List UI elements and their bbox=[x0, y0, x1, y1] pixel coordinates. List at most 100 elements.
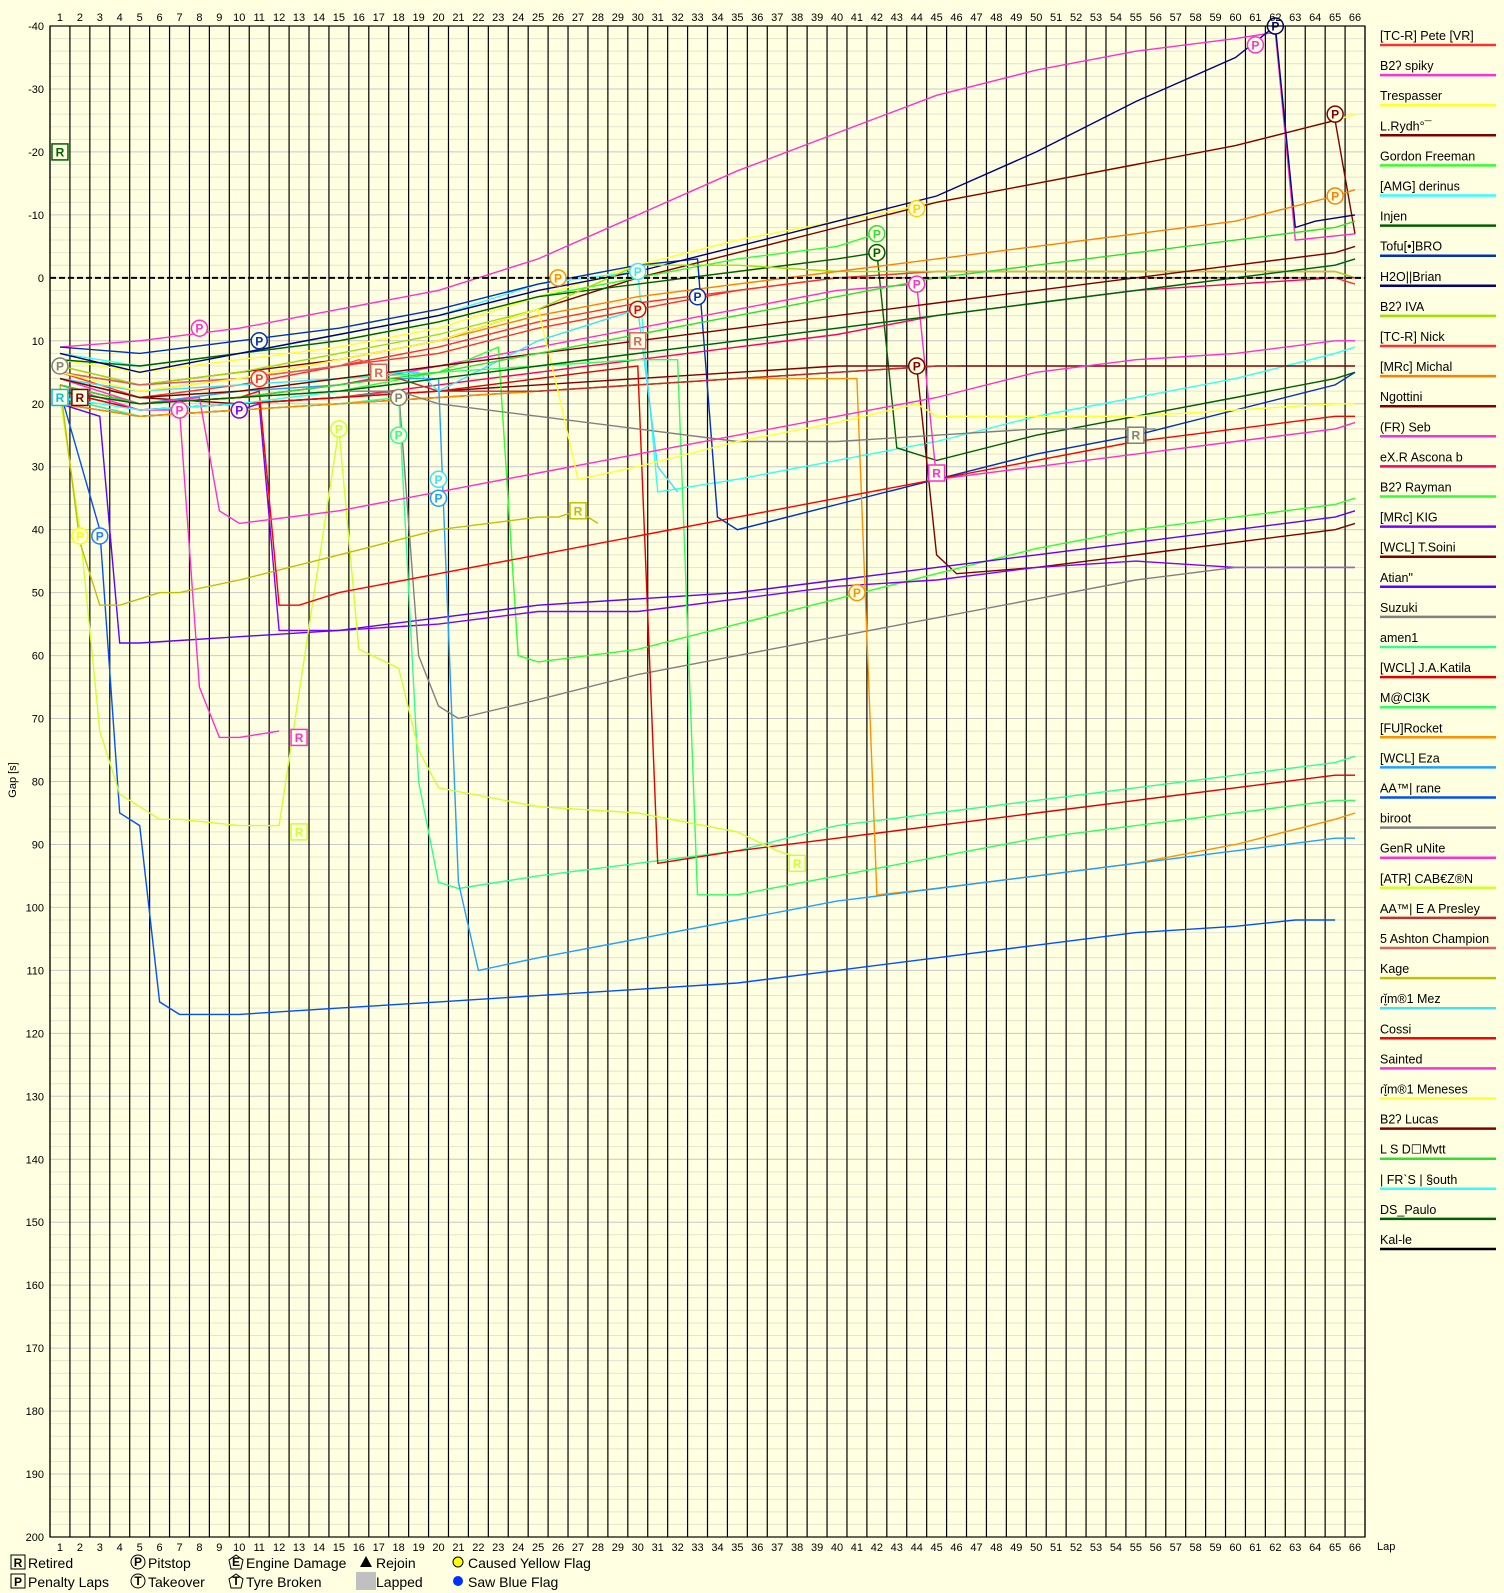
y-tick-label: -20 bbox=[28, 147, 44, 159]
x-tick-label-top: 50 bbox=[1030, 12, 1042, 24]
marker-circle bbox=[907, 275, 926, 293]
series-line-34 bbox=[59, 340, 1355, 525]
footer-icon-pentagon bbox=[228, 1554, 244, 1570]
x-axis-label: Lap bbox=[1377, 1541, 1395, 1553]
event-marker: R bbox=[370, 363, 388, 382]
series-line-9 bbox=[59, 264, 1356, 386]
event-marker: P bbox=[51, 357, 69, 375]
x-tick-label-bottom: 49 bbox=[1010, 1542, 1022, 1554]
marker-label: R bbox=[76, 391, 85, 405]
x-tick-label-bottom: 16 bbox=[353, 1542, 365, 1554]
x-tick-label-bottom: 37 bbox=[771, 1542, 783, 1554]
x-tick-label-bottom: 4 bbox=[117, 1542, 123, 1554]
x-tick-label-top: 26 bbox=[552, 12, 564, 24]
legend-entry-label: Ngottini bbox=[1380, 390, 1422, 404]
marker-circle bbox=[429, 470, 448, 489]
legend-entry-label: Injen bbox=[1380, 210, 1407, 224]
marker-circle bbox=[51, 357, 69, 375]
x-tick-label-top: 32 bbox=[671, 12, 683, 24]
x-tick-label-bottom: 53 bbox=[1090, 1542, 1102, 1554]
marker-circle bbox=[250, 369, 268, 388]
x-tick-label-bottom: 30 bbox=[632, 1542, 644, 1554]
footer-icon-letter: E bbox=[232, 1555, 240, 1569]
x-tick-label-top: 38 bbox=[791, 12, 803, 24]
marker-square bbox=[1127, 426, 1145, 444]
legend-entry-label: 5 Ashton Champion bbox=[1380, 932, 1489, 946]
legend-entry-label: H2O||Brian bbox=[1380, 270, 1441, 284]
x-tick-label-bottom: 48 bbox=[990, 1542, 1002, 1554]
marker-circle bbox=[230, 401, 249, 419]
legend-entry-label: Suzuki bbox=[1380, 601, 1418, 615]
y-tick-label: 170 bbox=[26, 1343, 44, 1355]
x-tick-label-top: 65 bbox=[1329, 12, 1341, 24]
x-tick-label-top: 11 bbox=[253, 12, 264, 24]
legend-entry-label: Kage bbox=[1380, 962, 1409, 976]
footer-legend-label: Saw Blue Flag bbox=[468, 1574, 558, 1590]
marker-label: P bbox=[56, 359, 64, 373]
legend-entry-label: amen1 bbox=[1380, 631, 1418, 645]
event-marker: R bbox=[629, 332, 647, 350]
marker-label: P bbox=[175, 404, 183, 418]
x-tick-label-top: 45 bbox=[931, 12, 943, 24]
legend-entry-label: B2ʔ spiky bbox=[1380, 59, 1434, 73]
footer-legend-item: Lapped bbox=[356, 1572, 423, 1590]
x-tick-label-bottom: 29 bbox=[612, 1542, 624, 1554]
x-tick-label-bottom: 56 bbox=[1150, 1542, 1162, 1554]
x-tick-label-bottom: 35 bbox=[731, 1542, 743, 1554]
legend-entry-label: AA™| E A Presley bbox=[1380, 902, 1481, 916]
legend-entry-label: Kal-le bbox=[1380, 1233, 1412, 1247]
y-tick-label: 140 bbox=[26, 1154, 44, 1166]
legend-entry-label: B2ʔ IVA bbox=[1380, 300, 1425, 314]
x-tick-label-bottom: 5 bbox=[137, 1542, 143, 1554]
y-tick-label: 30 bbox=[32, 462, 44, 474]
footer-icon-letter: P bbox=[14, 1575, 22, 1589]
footer-icon-triangle bbox=[360, 1556, 372, 1567]
legend-entry-label: Cossi bbox=[1380, 1022, 1411, 1036]
marker-label: P bbox=[694, 290, 702, 304]
x-tick-label-top: 43 bbox=[891, 12, 903, 24]
marker-circle bbox=[629, 300, 647, 319]
footer-legend-item: T Tyre Broken bbox=[228, 1573, 321, 1590]
marker-label: P bbox=[853, 586, 861, 600]
x-tick-label-top: 7 bbox=[176, 12, 182, 24]
series-line-25 bbox=[59, 391, 1336, 1016]
legend-entry-label: [TC-R] Nick bbox=[1380, 330, 1445, 344]
legend-entry-label: DS_Paulo bbox=[1380, 1203, 1436, 1217]
x-tick-label-top: 31 bbox=[652, 12, 664, 24]
event-marker: R bbox=[927, 464, 946, 482]
marker-label: R bbox=[295, 731, 304, 745]
legend-entry-label: (FR) Seb bbox=[1380, 420, 1431, 434]
marker-label: P bbox=[873, 246, 881, 260]
y-tick-label: 80 bbox=[32, 777, 44, 789]
x-tick-label-bottom: 33 bbox=[691, 1542, 703, 1554]
marker-square bbox=[629, 332, 647, 350]
footer-legend-item: Rejoin bbox=[360, 1555, 416, 1571]
marker-circle bbox=[71, 527, 89, 545]
marker-circle bbox=[1326, 105, 1344, 123]
series-line-7 bbox=[59, 258, 1356, 531]
event-marker: P bbox=[629, 300, 647, 319]
legend-entry-label: L S D☐Mvtt bbox=[1380, 1143, 1446, 1157]
event-marker: R bbox=[51, 143, 69, 161]
marker-label: R bbox=[295, 825, 304, 839]
marker-label: R bbox=[1132, 429, 1141, 443]
x-tick-label-bottom: 39 bbox=[811, 1542, 823, 1554]
x-tick-label-bottom: 10 bbox=[233, 1542, 245, 1554]
event-marker: P bbox=[1326, 187, 1344, 205]
footer-legend-label: Engine Damage bbox=[246, 1555, 347, 1571]
x-tick-label-bottom: 62 bbox=[1269, 1542, 1281, 1554]
plot-frame bbox=[49, 25, 1366, 1538]
event-marker: P bbox=[389, 388, 408, 407]
marker-circle bbox=[907, 357, 926, 375]
y-tick-label: 110 bbox=[26, 965, 44, 977]
x-tick-label-bottom: 43 bbox=[891, 1542, 903, 1554]
x-tick-label-bottom: 50 bbox=[1030, 1542, 1042, 1554]
x-tick-label-top: 19 bbox=[412, 12, 424, 24]
legend-entry-label: L.Rydh°¯ bbox=[1380, 119, 1432, 133]
series-line-6 bbox=[59, 251, 1356, 462]
footer-legend-item: Saw Blue Flag bbox=[453, 1574, 558, 1590]
y-tick-label: 60 bbox=[32, 651, 44, 663]
marker-circle bbox=[190, 319, 209, 337]
event-marker: P bbox=[868, 243, 886, 262]
event-marker: P bbox=[389, 426, 408, 444]
